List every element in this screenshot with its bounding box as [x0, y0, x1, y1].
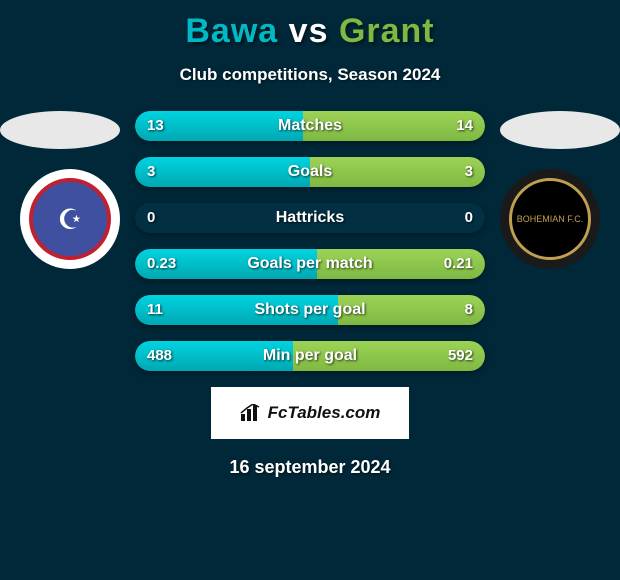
stat-label: Hattricks [135, 203, 485, 233]
comparison-body: ☪ BOHEMIAN F.C. 1314Matches 33Goals 00Hatt… [0, 111, 620, 371]
right-ellipse-decoration [500, 111, 620, 149]
subtitle: Club competitions, Season 2024 [0, 65, 620, 85]
stat-row: 488592Min per goal [135, 341, 485, 371]
stat-bars-container: 1314Matches 33Goals 00Hattricks 0.230.21Goa… [135, 111, 485, 371]
stat-row: 00Hattricks [135, 203, 485, 233]
player1-name: Bawa [185, 12, 278, 50]
stat-row: 0.230.21Goals per match [135, 249, 485, 279]
right-club-crest: BOHEMIAN F.C. [500, 169, 600, 269]
brand-chart-icon [240, 404, 262, 422]
left-club-crest: ☪ [20, 169, 120, 269]
update-date: 16 september 2024 [0, 457, 620, 478]
stat-label: Goals [135, 157, 485, 187]
stat-row: 118Shots per goal [135, 295, 485, 325]
right-crest-inner: BOHEMIAN F.C. [509, 178, 591, 260]
left-crest-inner: ☪ [29, 178, 111, 260]
stat-label: Shots per goal [135, 295, 485, 325]
brand-box: FcTables.com [211, 387, 409, 439]
stat-row: 33Goals [135, 157, 485, 187]
left-ellipse-decoration [0, 111, 120, 149]
player2-name: Grant [339, 12, 435, 50]
stat-label: Min per goal [135, 341, 485, 371]
brand-text: FcTables.com [268, 403, 381, 423]
stat-label: Goals per match [135, 249, 485, 279]
vs-text: vs [289, 12, 329, 50]
comparison-title: Bawa vs Grant [0, 0, 620, 51]
stat-row: 1314Matches [135, 111, 485, 141]
stat-label: Matches [135, 111, 485, 141]
